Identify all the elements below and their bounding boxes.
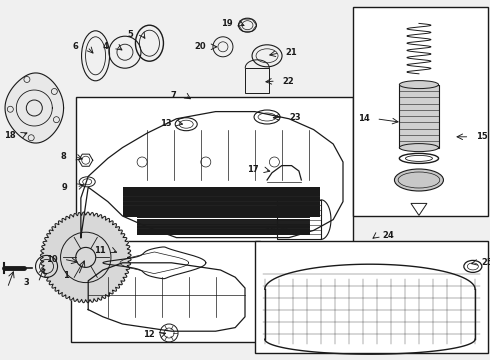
Text: 24: 24	[383, 231, 394, 240]
Text: 23: 23	[289, 112, 300, 122]
Text: 4: 4	[103, 42, 109, 51]
Text: 13: 13	[160, 119, 172, 128]
Text: 9: 9	[62, 183, 67, 192]
Text: 11: 11	[94, 246, 106, 255]
Text: 6: 6	[73, 42, 78, 51]
Text: 10: 10	[46, 255, 57, 264]
Text: 18: 18	[4, 130, 16, 139]
Text: 21: 21	[285, 49, 297, 57]
Ellipse shape	[399, 81, 439, 89]
Text: 16: 16	[264, 227, 275, 236]
Bar	[71, 241, 260, 342]
Text: 25: 25	[482, 258, 490, 267]
Text: 3: 3	[24, 278, 29, 287]
Bar	[399, 85, 439, 148]
Text: 22: 22	[282, 77, 294, 85]
Text: 7: 7	[171, 91, 176, 100]
Text: 14: 14	[359, 114, 370, 123]
Polygon shape	[5, 73, 64, 143]
Text: 15: 15	[475, 132, 487, 141]
Bar	[76, 97, 353, 245]
Bar	[277, 200, 321, 239]
Bar	[353, 7, 488, 216]
Ellipse shape	[399, 144, 439, 152]
Text: 5: 5	[127, 30, 133, 39]
Text: 17: 17	[247, 165, 258, 174]
Bar	[255, 241, 488, 353]
Text: 19: 19	[221, 19, 233, 28]
Text: 8: 8	[60, 152, 66, 161]
Ellipse shape	[394, 169, 443, 191]
Text: 1: 1	[64, 271, 70, 280]
Polygon shape	[41, 212, 131, 303]
Bar	[245, 68, 269, 93]
Text: 12: 12	[143, 330, 155, 339]
Text: 20: 20	[195, 42, 206, 51]
